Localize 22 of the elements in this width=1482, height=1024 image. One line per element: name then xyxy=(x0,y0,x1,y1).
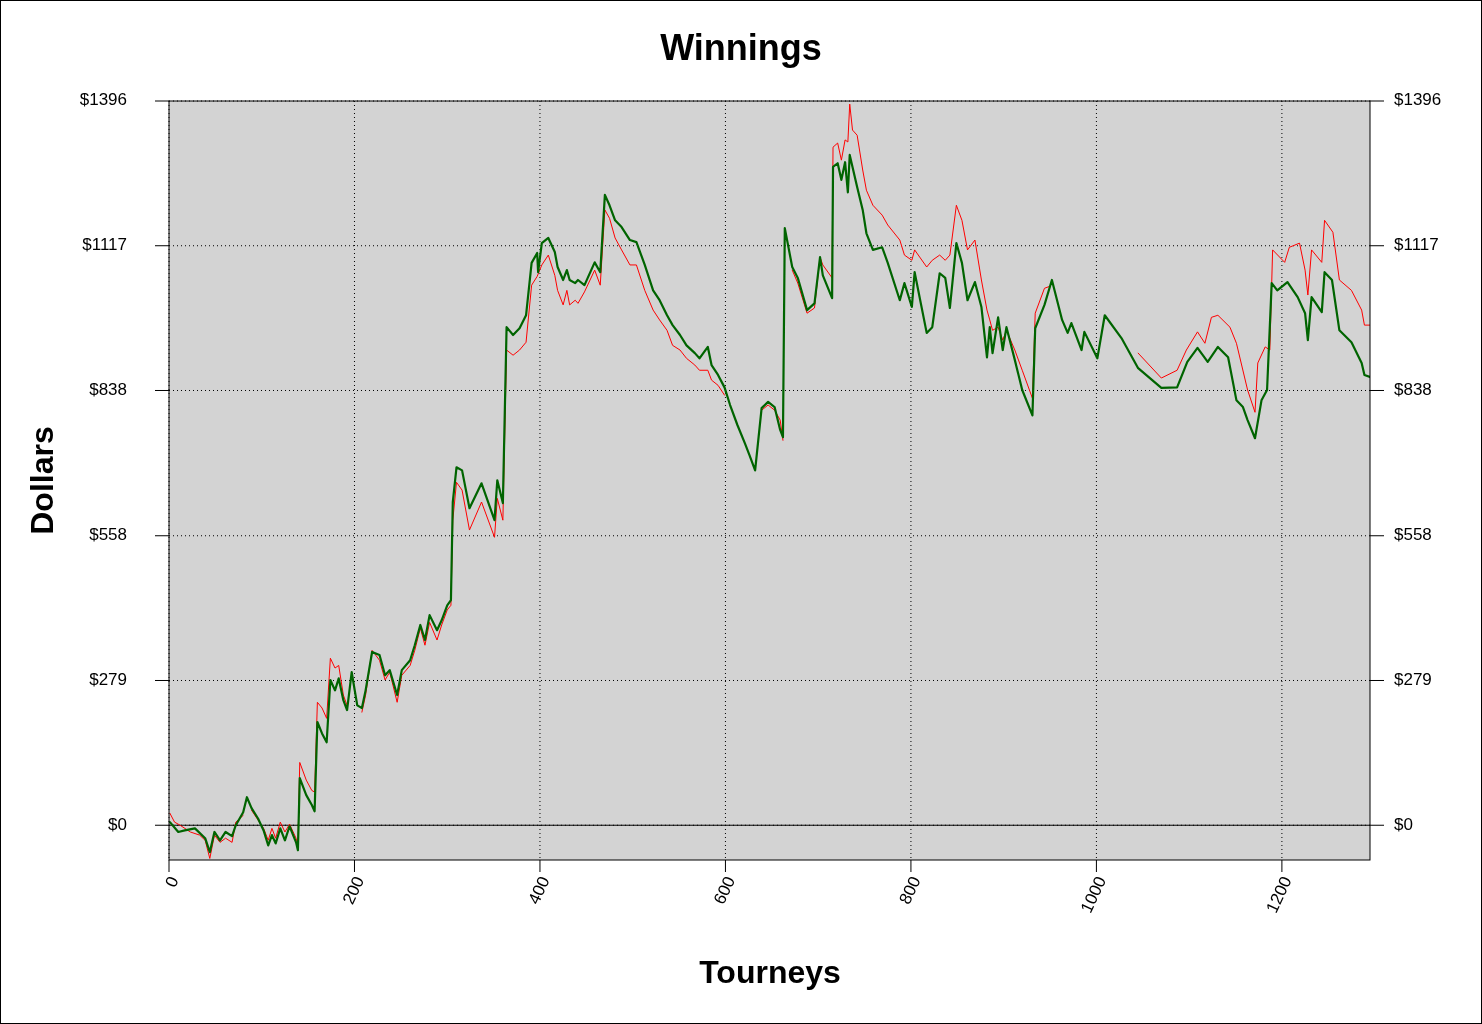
x-tick-label: 1200 xyxy=(1262,873,1296,916)
y-tick-label: $558 xyxy=(89,525,127,545)
chart-title: Winnings xyxy=(660,26,822,68)
y2-tick-label: $558 xyxy=(1394,525,1432,545)
y2-tick-label: $1117 xyxy=(1394,235,1439,255)
x-tick-label: 600 xyxy=(709,873,740,908)
y-tick-label: $279 xyxy=(89,669,127,689)
x-tick-label: 200 xyxy=(338,873,369,908)
x-tick-label: 1000 xyxy=(1076,873,1111,916)
y-tick-label: $838 xyxy=(89,379,127,399)
y-tick-label: $0 xyxy=(108,814,127,834)
y-tick-label: $1396 xyxy=(79,90,127,110)
x-tick-label: 0 xyxy=(161,873,183,891)
y2-tick-label: $279 xyxy=(1394,669,1432,689)
y2-tick-label: $838 xyxy=(1394,379,1432,399)
x-axis-title: Tourneys xyxy=(699,954,841,991)
x-tick-label: 800 xyxy=(895,873,925,908)
x-tick-label: 400 xyxy=(524,873,554,908)
y2-tick-label: $1396 xyxy=(1394,90,1442,110)
y-tick-label: $1117 xyxy=(82,235,127,255)
y2-tick-label: $0 xyxy=(1394,814,1413,834)
y-axis-title: Dollars xyxy=(24,426,61,535)
